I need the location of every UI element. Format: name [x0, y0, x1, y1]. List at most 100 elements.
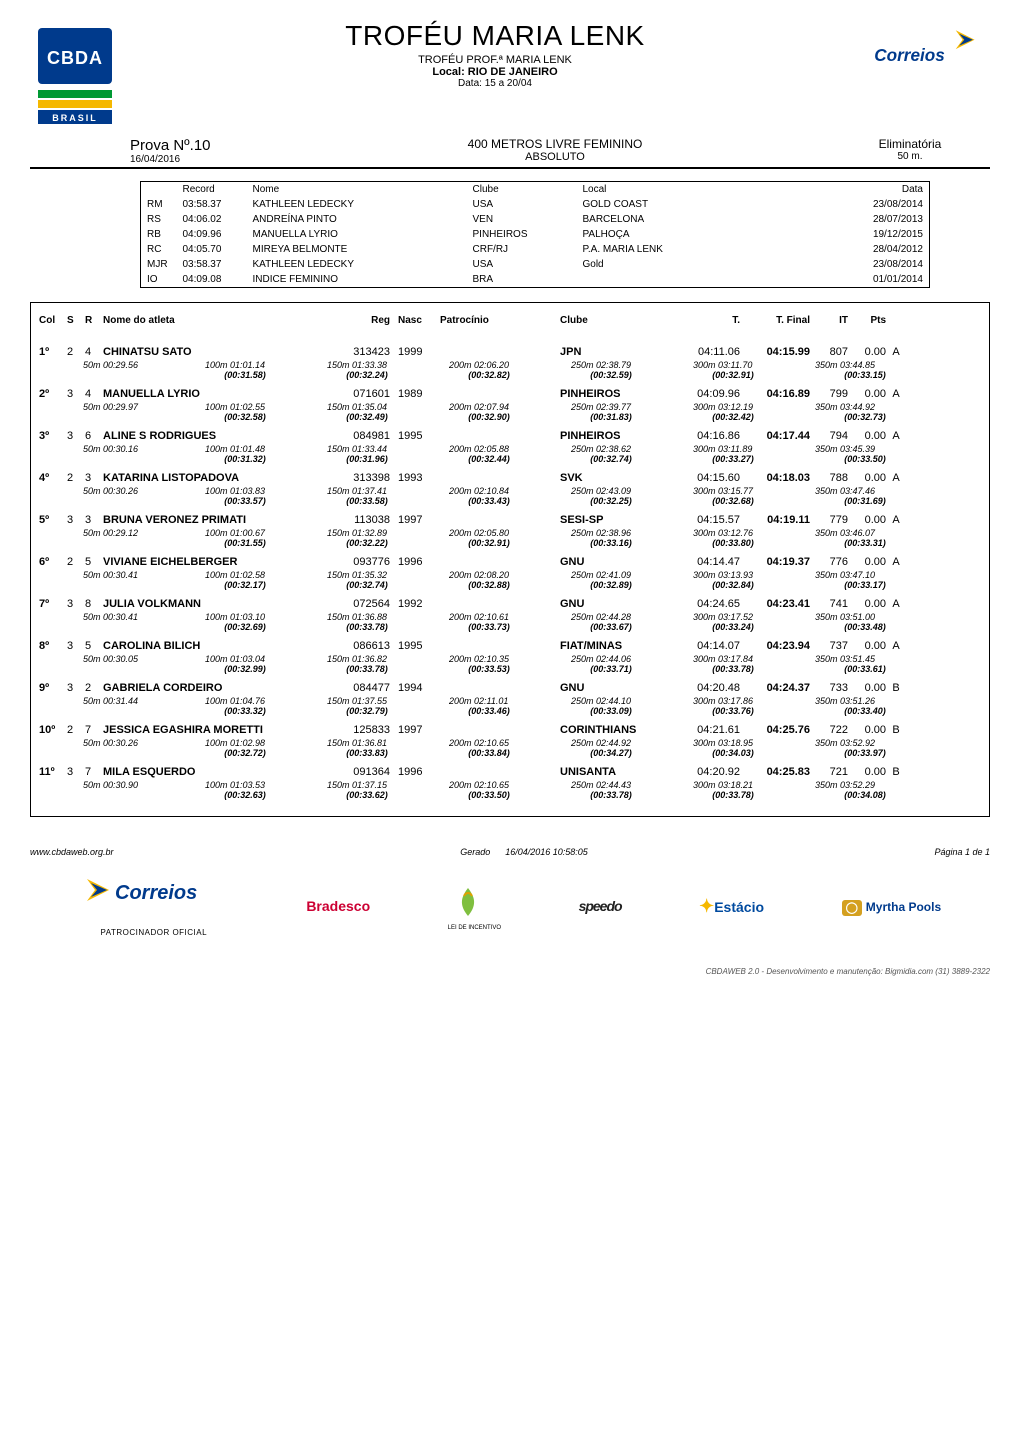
- athlete-final-time: 04:17.44: [740, 430, 810, 442]
- split-cum: 150m 01:33.38: [327, 360, 449, 370]
- split-lap: (00:31.55): [205, 538, 285, 548]
- athlete-pts: 0.00: [848, 682, 886, 694]
- rec-club: USA: [467, 257, 577, 272]
- footer-page: Página 1 de 1: [934, 847, 990, 857]
- athlete-final-time: 04:16.89: [740, 388, 810, 400]
- athlete-name: BRUNA VERONEZ PRIMATI: [103, 514, 333, 526]
- footer-url: www.cbdaweb.org.br: [30, 847, 114, 857]
- athlete-pos: 6º: [39, 556, 67, 568]
- rec-name: ANDREÍNA PINTO: [247, 212, 467, 227]
- split-cum: 350m 03:51.00: [815, 612, 955, 622]
- split-lap: (00:31.83): [571, 412, 651, 422]
- split-cum: 50m 00:29.97: [83, 402, 205, 412]
- split-cum: 50m 00:29.56: [83, 360, 205, 370]
- athlete-pts: 0.00: [848, 514, 886, 526]
- split-cum: 150m 01:36.82: [327, 654, 449, 664]
- athlete-seed-time: 04:24.65: [670, 598, 740, 610]
- split-cum: 50m 00:30.26: [83, 486, 205, 496]
- rec-name: KATHLEEN LEDECKY: [247, 257, 467, 272]
- h-r: R: [85, 315, 103, 326]
- athlete-series: 3: [67, 766, 85, 778]
- athlete-it: 722: [810, 724, 848, 736]
- sub-title-dates: Data: 15 a 20/04: [120, 78, 870, 89]
- athlete-group: B: [886, 766, 906, 778]
- split-lap: (00:33.80): [693, 538, 773, 548]
- splits-row: 50m 00:29.97100m 01:02.55(00:32.58)150m …: [37, 402, 983, 422]
- splits-row: 50m 00:29.12100m 01:00.67(00:31.55)150m …: [37, 528, 983, 548]
- split-cum: 200m 02:06.20: [449, 360, 571, 370]
- athlete-nasc: 1995: [398, 640, 440, 652]
- split-cell: 50m 00:29.97: [83, 402, 205, 422]
- split-cum: 300m 03:11.89: [693, 444, 815, 454]
- split-cell: 50m 00:31.44: [83, 696, 205, 716]
- split-cum: 200m 02:10.61: [449, 612, 571, 622]
- athlete-series: 3: [67, 682, 85, 694]
- rec-club: CRF/RJ: [467, 242, 577, 257]
- athlete-nasc: 1999: [398, 346, 440, 358]
- split-cell: 100m 01:00.67(00:31.55): [205, 528, 327, 548]
- split-lap: (00:33.50): [449, 790, 529, 800]
- splits-row: 50m 00:31.44100m 01:04.76(00:33.32)150m …: [37, 696, 983, 716]
- sponsor-row: Correios PATROCINADOR OFICIAL Bradesco L…: [30, 875, 990, 937]
- athlete-nasc: 1997: [398, 514, 440, 526]
- split-cell: 250m 02:44.43(00:33.78): [571, 780, 693, 800]
- tiny-footer: CBDAWEB 2.0 - Desenvolvimento e manutenç…: [30, 967, 990, 976]
- event-name: 400 METROS LIVRE FEMININO: [280, 137, 830, 151]
- split-lap: (00:32.42): [693, 412, 773, 422]
- records-row: RC04:05.70MIREYA BELMONTECRF/RJP.A. MARI…: [141, 242, 930, 257]
- athlete-block: 7º38JULIA VOLKMANN0725641992GNU04:24.650…: [37, 596, 983, 632]
- split-cell: 200m 02:05.88(00:32.44): [449, 444, 571, 464]
- athlete-group: A: [886, 640, 906, 652]
- split-lap: (00:32.91): [693, 370, 773, 380]
- athlete-pts: 0.00: [848, 724, 886, 736]
- athlete-reg: 072564: [333, 598, 398, 610]
- records-row: MJR03:58.37KATHLEEN LEDECKYUSAGold 23/08…: [141, 257, 930, 272]
- split-cell: 300m 03:17.84(00:33.78): [693, 654, 815, 674]
- athlete-it: 799: [810, 388, 848, 400]
- split-cell: 50m 00:29.12: [83, 528, 205, 548]
- athlete-final-time: 04:25.83: [740, 766, 810, 778]
- split-lap: (00:33.73): [449, 622, 529, 632]
- athlete-block: 1º24CHINATSU SATO3134231999JPN04:11.0604…: [37, 344, 983, 380]
- athlete-lane: 6: [85, 430, 103, 442]
- athlete-reg: 313423: [333, 346, 398, 358]
- split-cell: 300m 03:17.86(00:33.76): [693, 696, 815, 716]
- rec-local: Gold: [577, 257, 747, 272]
- split-cell: 50m 00:30.90: [83, 780, 205, 800]
- athlete-name: MILA ESQUERDO: [103, 766, 333, 778]
- rec-date: 19/12/2015: [747, 227, 930, 242]
- athlete-pos: 8º: [39, 640, 67, 652]
- athlete-club: GNU: [560, 682, 670, 694]
- split-cell: 200m 02:10.84(00:33.43): [449, 486, 571, 506]
- athlete-series: 3: [67, 514, 85, 526]
- split-cum: 350m 03:46.07: [815, 528, 955, 538]
- athlete-name: GABRIELA CORDEIRO: [103, 682, 333, 694]
- athlete-nasc: 1997: [398, 724, 440, 736]
- split-cum: 200m 02:05.80: [449, 528, 571, 538]
- split-cell: 350m 03:45.39(00:33.50): [815, 444, 955, 464]
- athlete-final-time: 04:15.99: [740, 346, 810, 358]
- sub-title-trophy: TROFÉU PROF.ª MARIA LENK: [120, 54, 870, 66]
- split-cell: 150m 01:36.81(00:33.83): [327, 738, 449, 758]
- split-cell: 100m 01:03.04(00:32.99): [205, 654, 327, 674]
- split-cum: 350m 03:44.85: [815, 360, 955, 370]
- athlete-pts: 0.00: [848, 766, 886, 778]
- athlete-lane: 7: [85, 724, 103, 736]
- rec-time: 03:58.37: [177, 197, 247, 212]
- athlete-seed-time: 04:14.07: [670, 640, 740, 652]
- rec-time: 04:06.02: [177, 212, 247, 227]
- h-club: Clube: [560, 315, 670, 326]
- sub-title-local: Local: RIO DE JANEIRO: [120, 66, 870, 78]
- results-section: Col S R Nome do atleta Reg Nasc Patrocín…: [30, 302, 990, 817]
- athlete-series: 3: [67, 430, 85, 442]
- split-lap: (00:33.53): [449, 664, 529, 674]
- athlete-group: B: [886, 682, 906, 694]
- split-cell: 100m 01:03.83(00:33.57): [205, 486, 327, 506]
- athlete-main-row: 1º24CHINATSU SATO3134231999JPN04:11.0604…: [37, 344, 983, 360]
- rec-club: VEN: [467, 212, 577, 227]
- rec-local: P.A. MARIA LENK: [577, 242, 747, 257]
- cbda-logo: CBDA BRASIL: [30, 20, 120, 133]
- athlete-final-time: 04:23.41: [740, 598, 810, 610]
- athlete-reg: 084477: [333, 682, 398, 694]
- rec-code: RC: [141, 242, 177, 257]
